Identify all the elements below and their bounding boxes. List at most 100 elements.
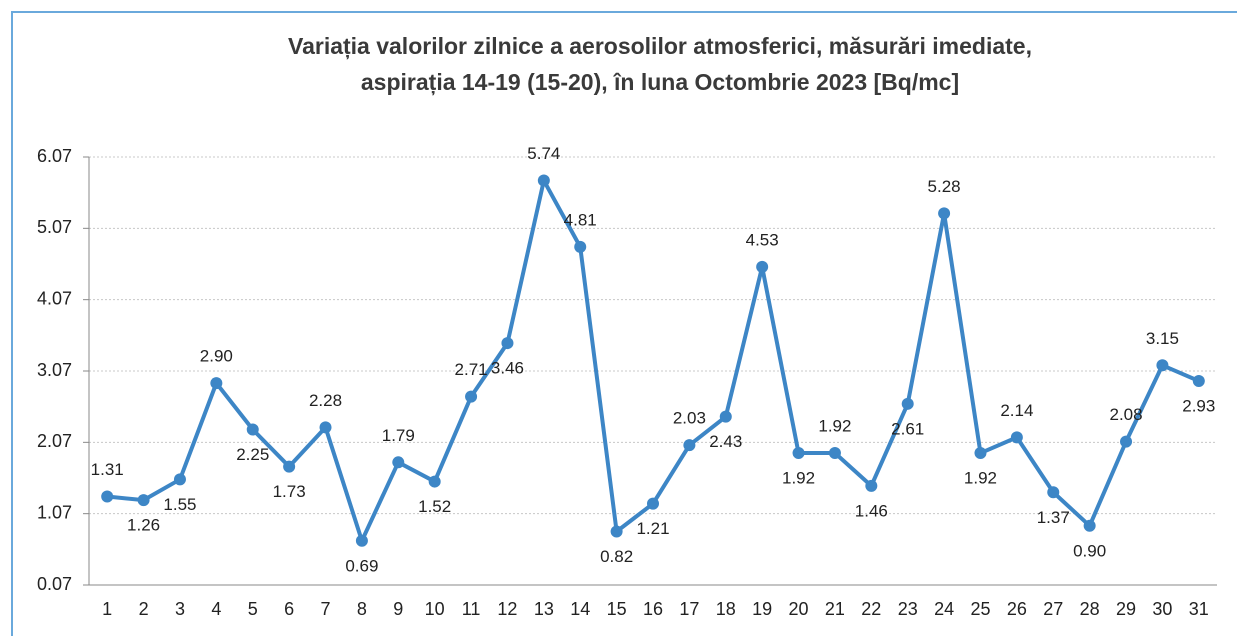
marker: [647, 497, 659, 510]
marker: [101, 490, 114, 503]
x-tick-label: 21: [825, 599, 845, 619]
x-tick-label: 4: [211, 599, 221, 619]
value-label: 1.37: [1037, 508, 1070, 527]
x-tick-label: 16: [643, 599, 663, 619]
x-tick-label: 31: [1189, 599, 1209, 619]
x-tick-label: 17: [679, 599, 699, 619]
value-label: 2.61: [891, 419, 924, 438]
marker: [1120, 435, 1133, 448]
x-tick-label: 3: [175, 599, 185, 619]
marker: [137, 494, 150, 507]
marker: [756, 260, 769, 273]
value-label: 2.71: [455, 360, 488, 379]
y-tick-label: 3.07: [37, 360, 72, 380]
x-tick-label: 20: [789, 599, 809, 619]
x-tick-label: 13: [534, 599, 554, 619]
marker: [719, 410, 732, 423]
y-tick-label: 0.07: [37, 574, 72, 594]
x-tick-label: 26: [1007, 599, 1027, 619]
value-label: 3.46: [491, 359, 524, 378]
marker: [865, 479, 878, 492]
y-tick-label: 5.07: [37, 217, 72, 237]
marker: [1047, 486, 1060, 499]
x-tick-label: 1: [102, 599, 112, 619]
x-tick-label: 6: [284, 599, 294, 619]
marker: [283, 460, 296, 473]
value-label: 0.90: [1073, 541, 1106, 560]
x-tick-label: 12: [497, 599, 517, 619]
marker: [173, 473, 186, 486]
marker: [974, 447, 987, 460]
value-label: 2.14: [1000, 401, 1033, 420]
x-tick-label: 29: [1116, 599, 1136, 619]
x-tick-label: 10: [425, 599, 445, 619]
marker: [1156, 359, 1169, 372]
x-tick-label: 15: [607, 599, 627, 619]
x-tick-label: 14: [570, 599, 590, 619]
x-tick-label: 30: [1152, 599, 1172, 619]
marker: [574, 240, 587, 253]
marker: [428, 475, 441, 488]
marker: [1192, 374, 1205, 387]
value-label: 0.69: [345, 556, 378, 575]
x-tick-label: 24: [934, 599, 954, 619]
value-label: 1.92: [964, 469, 997, 488]
value-label: 3.15: [1146, 329, 1179, 348]
marker: [1010, 431, 1023, 444]
value-label: 2.90: [200, 347, 233, 366]
value-label: 1.79: [382, 426, 415, 445]
value-label: 1.52: [418, 497, 451, 516]
x-tick-label: 25: [970, 599, 990, 619]
x-tick-label: 27: [1043, 599, 1063, 619]
marker: [355, 534, 368, 547]
line: [106, 178, 1200, 543]
value-label: 1.46: [855, 501, 888, 520]
value-label: 1.21: [636, 519, 669, 538]
value-label: 1.55: [163, 495, 196, 514]
marker: [938, 207, 951, 220]
chart-title: Variația valorilor zilnice a aerosolilor…: [288, 33, 1032, 60]
x-tick-label: 9: [393, 599, 403, 619]
marker: [537, 174, 550, 187]
frame: [11, 11, 1237, 636]
x-tick-label: 23: [898, 599, 918, 619]
y-tick-label: 1.07: [37, 502, 72, 522]
value-label: 1.92: [818, 417, 851, 436]
chart-title: aspirația 14-19 (15-20), în luna Octombr…: [361, 69, 959, 96]
x-tick-label: 11: [462, 599, 481, 619]
value-label: 5.74: [527, 144, 560, 163]
marker: [392, 456, 405, 469]
marker: [246, 423, 259, 436]
y-tick-label: 6.07: [37, 146, 72, 166]
y-tick-label: 4.07: [37, 288, 72, 308]
marker: [610, 525, 623, 538]
value-label: 2.93: [1182, 396, 1215, 415]
value-label: 5.28: [928, 177, 961, 196]
marker: [828, 447, 841, 460]
x-tick-label: 7: [321, 599, 331, 619]
marker: [901, 397, 914, 410]
x-tick-label: 22: [861, 599, 881, 619]
value-label: 2.28: [309, 391, 342, 410]
value-label: 1.26: [127, 516, 160, 535]
marker: [683, 439, 696, 452]
x-tick-label: 5: [248, 599, 258, 619]
y-tick-label: 2.07: [37, 431, 72, 451]
value-label: 0.82: [600, 547, 633, 566]
value-label: 1.92: [782, 469, 815, 488]
marker: [1083, 519, 1096, 532]
x-tick-label: 28: [1080, 599, 1100, 619]
value-label: 4.81: [564, 210, 597, 229]
value-label: 1.73: [273, 482, 306, 501]
value-label: 2.43: [709, 432, 742, 451]
x-tick-label: 18: [716, 599, 736, 619]
x-tick-label: 19: [752, 599, 772, 619]
value-label: 2.03: [673, 409, 706, 428]
marker: [210, 377, 223, 390]
value-label: 2.08: [1109, 405, 1142, 424]
marker: [501, 337, 514, 350]
marker: [319, 421, 332, 434]
x-tick-label: 8: [357, 599, 367, 619]
marker: [792, 447, 805, 460]
